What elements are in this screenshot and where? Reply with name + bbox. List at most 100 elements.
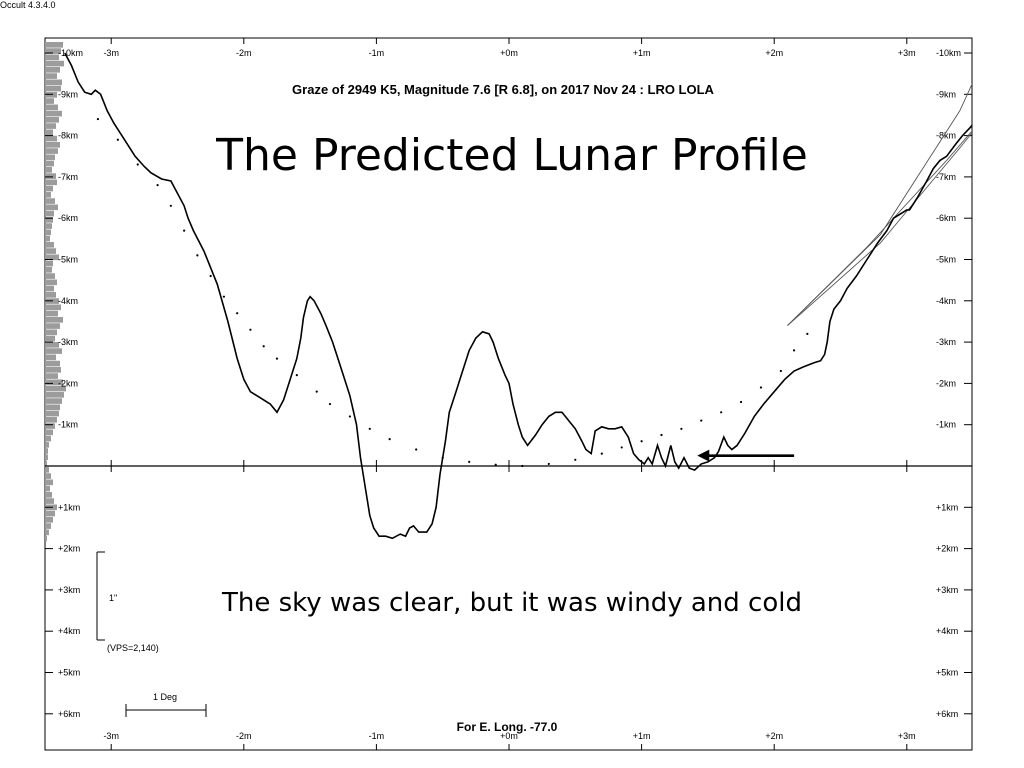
histogram-bar xyxy=(45,523,51,529)
histogram-bar xyxy=(45,160,54,167)
profile-dot xyxy=(249,328,252,331)
y-tick-label-left: -3km xyxy=(58,337,78,347)
profile-dot xyxy=(96,117,100,121)
left-histogram xyxy=(45,42,66,542)
profile-dot xyxy=(494,463,497,466)
histogram-bar xyxy=(45,123,56,129)
profile-dot xyxy=(222,295,226,298)
histogram-bar xyxy=(45,173,56,179)
histogram-bar xyxy=(45,535,47,542)
profile-dot xyxy=(547,462,550,466)
histogram-bar xyxy=(45,98,54,104)
profile-dot xyxy=(169,204,172,207)
y-tick-label-left: -9km xyxy=(58,89,78,99)
histogram-bar xyxy=(45,48,61,54)
x-tick-label-top: +0m xyxy=(500,48,518,58)
histogram-bar xyxy=(45,379,63,386)
profile-dot xyxy=(792,349,796,352)
scale-bar: 1" (VPS=2,140) xyxy=(96,551,159,653)
profile-dot xyxy=(600,452,603,455)
y-tick-label-right: +1km xyxy=(936,502,958,512)
y-tick-label-left: +6km xyxy=(58,709,80,719)
profile-dot xyxy=(156,184,159,187)
x-tick-label-top: -1m xyxy=(369,48,385,58)
x-tick-label-top: -3m xyxy=(103,48,119,58)
histogram-bar xyxy=(45,348,62,354)
profile-dot xyxy=(720,411,723,414)
histogram-bar xyxy=(45,529,49,536)
histogram-bar xyxy=(45,242,54,248)
y-tick-label-right: -7km xyxy=(936,172,956,182)
profile-dot xyxy=(700,419,703,422)
x-tick-label-top: +1m xyxy=(633,48,651,58)
histogram-bar xyxy=(45,185,53,192)
histogram-bar xyxy=(45,279,57,286)
app-version-label: Occult 4.3.4.0 xyxy=(0,0,56,10)
y-tick-label-left: +5km xyxy=(58,668,80,678)
histogram-bar xyxy=(45,248,56,254)
histogram-bar xyxy=(45,85,61,92)
x-tick-label-top: +3m xyxy=(898,48,916,58)
x-tick-label-bottom: -2m xyxy=(236,731,252,741)
y-tick-label-right: -3km xyxy=(936,337,956,347)
scale-bar-label: 1" xyxy=(109,593,117,603)
profile-dot xyxy=(574,458,577,461)
profile-dot xyxy=(196,254,199,257)
profile-dot xyxy=(521,464,524,468)
profile-dot xyxy=(739,400,743,404)
arrow-head xyxy=(697,449,710,462)
plot-axes: -3m -3m -2m -2m -1m -1m +0m +0m +1m +1m +2m +2m +3m +… xyxy=(45,38,972,750)
profile-dot xyxy=(368,427,371,430)
y-tick-label-left: -4km xyxy=(58,296,78,306)
degree-bar-label: 1 Deg xyxy=(153,692,177,702)
histogram-bar xyxy=(45,460,47,467)
histogram-bar xyxy=(45,473,51,479)
histogram-bar xyxy=(45,467,49,473)
profile-dot xyxy=(779,369,782,373)
y-tick-label-right: -5km xyxy=(936,255,956,265)
histogram-bar xyxy=(45,310,58,317)
histogram-bar xyxy=(45,129,53,136)
y-tick-label-right: -9km xyxy=(936,89,956,99)
profile-dot xyxy=(328,402,332,406)
histogram-bar xyxy=(45,254,59,261)
y-tick-label-right: -4km xyxy=(936,296,956,306)
profile-dot xyxy=(136,163,139,166)
histogram-bar xyxy=(45,392,64,398)
histogram-bar xyxy=(45,260,53,267)
profile-dot xyxy=(295,374,298,377)
histogram-bar xyxy=(45,42,63,48)
profile-dot xyxy=(275,357,279,360)
profile-dot xyxy=(209,274,212,278)
y-tick-label-right: +6km xyxy=(936,709,958,719)
histogram-bar xyxy=(45,198,55,204)
profile-dot xyxy=(315,390,318,393)
histogram-bar xyxy=(45,423,55,429)
histogram-bar xyxy=(45,179,57,186)
histogram-bar xyxy=(45,510,55,517)
profile-dot xyxy=(116,138,119,141)
profile-dot xyxy=(640,440,643,443)
histogram-bar xyxy=(45,73,57,79)
profile-dot xyxy=(183,229,186,232)
profile-dot xyxy=(660,433,663,437)
histogram-bar xyxy=(45,385,66,392)
y-tick-label-right: +2km xyxy=(936,544,958,554)
profile-dot xyxy=(348,415,351,418)
histogram-bar xyxy=(45,342,59,348)
y-tick-label-left: -7km xyxy=(58,172,78,182)
x-tick-label-bottom: +3m xyxy=(898,731,916,741)
x-tick-label-bottom: +2m xyxy=(765,731,783,741)
histogram-bar xyxy=(45,167,52,173)
profile-dot xyxy=(415,448,418,451)
histogram-bar xyxy=(45,223,52,229)
profile-dot xyxy=(262,345,265,348)
chart-title: Graze of 2949 K5, Magnitude 7.6 [R 6.8],… xyxy=(292,82,714,97)
y-tick-label-left: -5km xyxy=(58,255,78,265)
histogram-bar xyxy=(45,210,54,217)
histogram-bar xyxy=(45,329,57,336)
x-tick-label-bottom: +1m xyxy=(633,731,651,741)
histogram-bar xyxy=(45,410,59,417)
x-tick-label-top: +2m xyxy=(765,48,783,58)
